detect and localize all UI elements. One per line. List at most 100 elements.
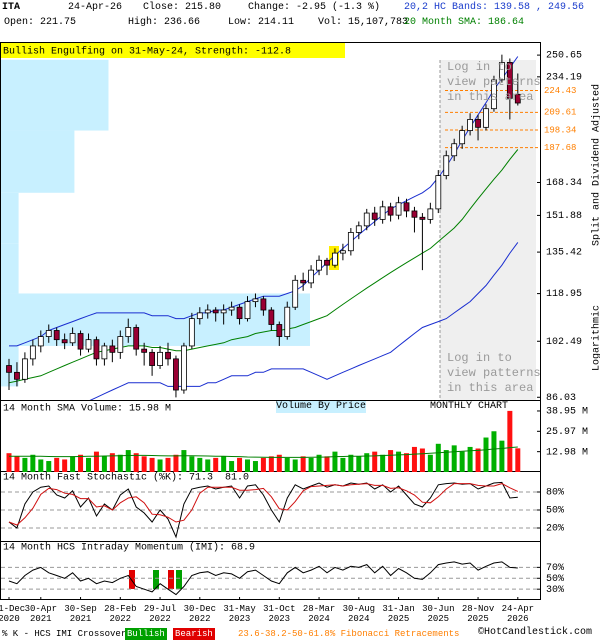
candle-body [371,212,378,220]
imi-frame [0,541,541,600]
volume-by-price-bar [0,293,310,346]
candle-body [85,339,92,350]
candle-body [435,175,442,210]
volume-bar [435,443,441,472]
volume-bar [396,451,402,472]
x-tick-label: 28-Feb 2022 [104,604,137,624]
banner-bg [0,43,345,58]
candle-body [252,298,259,303]
change: Change: -2.95 (-1.3 %) [248,2,381,13]
x-tick-label: 30-Sep 2021 [64,604,97,624]
candle-body [228,306,235,311]
volume: Vol: 15,107,783 [318,17,409,28]
candle-body [316,259,322,271]
volume-bar [245,459,250,472]
price-plot [6,54,540,400]
candle-body [467,119,474,131]
volume-bar [133,453,139,472]
x-tick-label: 28-Nov 2025 [461,604,495,624]
y-tick-label: 234.19 [546,72,582,83]
volume-bar [213,457,219,472]
volume-by-price-bar [0,130,75,193]
volume-bar [459,451,465,472]
volume-bar [467,446,473,472]
volume-bar [388,450,394,472]
y-tick-label: 118.95 [546,289,582,300]
y-tick-label: 168.34 [546,178,582,189]
volume-bar [316,454,322,472]
candle-body [180,345,187,391]
banner: Bullish Engulfing on 31-May-24, Strength… [3,46,291,58]
fib-label: 224.43 [544,86,576,96]
candle-body [53,330,60,341]
y-tick-label: 135.42 [546,248,582,259]
candle-body [133,327,140,350]
candle-body [125,327,132,337]
x-tick-label: 31-Oct 2023 [263,604,296,624]
volume-bar [404,453,409,472]
candle-body [45,330,52,337]
candle-body [268,309,275,325]
candle-body [141,348,148,353]
volume-bar [499,440,505,472]
volume-bar [86,457,91,472]
volume-bar [411,446,417,472]
candle-body [339,250,346,254]
fib-label: 209.61 [544,108,576,118]
x-tick-label: 30-Dec 2022 [183,604,216,624]
login-note: Log in to view patterns in this area [447,351,541,395]
candle-body [514,93,521,104]
volume-bar [221,456,227,472]
y-tick-label: 151.88 [546,211,582,222]
volume-bar [475,448,481,472]
volume-bar [141,456,147,472]
volume-bar [491,431,497,472]
bands: 20,2 HC Bands: 139.58 , 249.56 [404,2,585,13]
volume-bar [181,450,187,472]
volume-by-price-bar [0,243,19,294]
candle-body [276,324,283,337]
volume-bar [157,459,163,472]
candle-body [419,216,426,220]
candle-body [347,232,354,252]
fib-label: 187.68 [544,143,576,153]
volume-bar [276,454,282,472]
x-tick-label: 29-Jul 2022 [143,604,177,624]
candle-body [332,252,338,266]
volume-bar [372,451,378,472]
x-tick-label: 31-Jan 2025 [382,604,415,624]
candle-body [498,61,505,81]
fib-label: 198.34 [544,125,576,135]
panel-title: 14 Month Fast Stochastic (%K): 71.3 81.0 [3,472,249,484]
side-label: Split and Dividend Adjusted [591,84,600,246]
volume-bar [109,453,115,472]
volume-bar [483,437,489,472]
candle-body [284,306,291,337]
volume-bar [380,454,386,472]
volume-bar [515,448,521,472]
candle-body [93,339,100,360]
copyright: ©HotCandlestick.com [478,627,593,638]
volume-bar [189,456,195,472]
open: Open: 221.75 [4,17,77,28]
x-tick-label: 30-Aug 2024 [342,604,375,624]
volume-bar [62,459,68,472]
x-tick-label: 24-Apr 2026 [501,604,534,624]
y-tick-label: 50% [546,506,564,517]
candle-body [324,259,330,266]
volume-bar [205,459,211,472]
x-tick-label: 30-Apr 2021 [24,604,57,624]
y-tick-label: 80% [546,488,564,499]
candle-body [37,336,44,347]
volume-by-price-bar [0,192,19,244]
y-tick-label: 70% [546,563,564,574]
candle-body [188,318,195,347]
volume-by-price-bar [0,59,109,131]
candle-body [387,206,394,216]
volume-bar [101,456,107,472]
volume-bar [348,454,354,472]
candle-body [411,210,418,218]
candle-body [355,225,362,233]
side-label: Logarithmic [591,305,600,371]
volume-bar [197,457,203,472]
